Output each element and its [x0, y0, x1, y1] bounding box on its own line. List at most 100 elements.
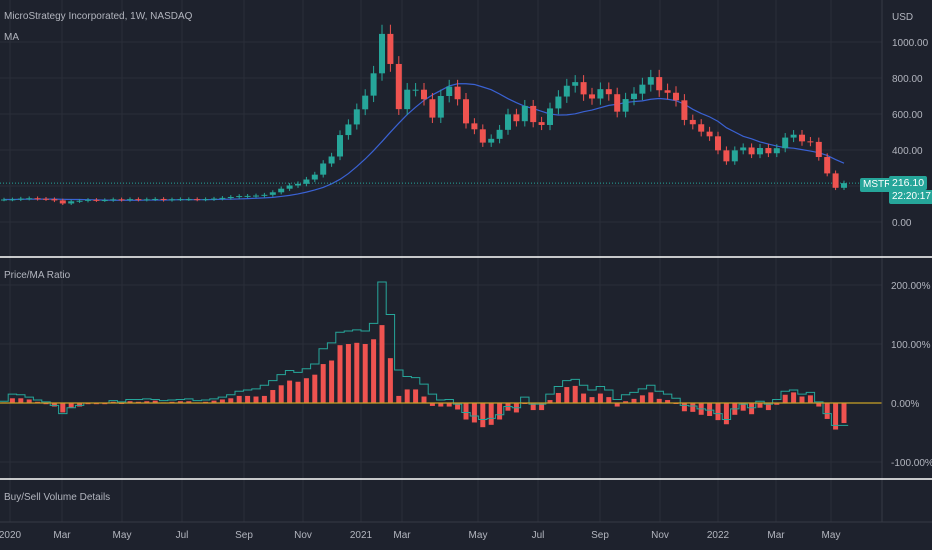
price-axis-label: 1000.00: [892, 38, 929, 49]
ratio-bar: [354, 342, 360, 403]
volume-legend[interactable]: Buy/Sell Volume Details: [4, 492, 111, 503]
ratio-bar: [480, 403, 486, 428]
ratio-bar: [387, 358, 393, 403]
candle-body: [202, 199, 209, 201]
candle-body: [715, 136, 721, 151]
candle-body: [320, 163, 327, 175]
ratio-bar: [77, 403, 83, 407]
candle-body: [505, 114, 511, 130]
candle-body: [118, 199, 125, 201]
ratio-bar: [219, 399, 225, 403]
ratio-bar: [396, 395, 402, 403]
time-axis-label: 2021: [350, 530, 373, 541]
ratio-bar: [824, 403, 830, 419]
candle-body: [194, 199, 201, 201]
pane-separators: [0, 256, 932, 480]
candle-body: [160, 198, 167, 200]
ratio-axis-label: -100.00%: [891, 458, 932, 469]
ratio-bar: [497, 403, 503, 420]
candle-body: [17, 198, 24, 200]
ratio-bar: [404, 389, 410, 403]
time-axis-label: Jul: [532, 530, 545, 541]
ratio-bar: [362, 344, 368, 403]
ratio-step-line: [0, 281, 849, 426]
candle-body: [454, 86, 461, 100]
candle-body: [76, 200, 83, 202]
time-axis-label: May: [822, 530, 841, 541]
time-axis-label: Nov: [651, 530, 669, 541]
ratio-axis-label: 100.00%: [891, 340, 931, 351]
candle-body: [748, 147, 755, 155]
candle-body: [1, 199, 7, 201]
candle-body: [773, 148, 780, 154]
ratio-legend[interactable]: Price/MA Ratio: [4, 270, 71, 281]
ratio-bar: [665, 400, 671, 403]
price-axis-label: USD: [892, 12, 913, 23]
time-axis-label: May: [113, 530, 132, 541]
candle-body: [110, 199, 117, 201]
candle-body: [589, 94, 595, 99]
candle-body: [807, 141, 814, 143]
candle-body: [177, 199, 184, 201]
candle-body: [227, 196, 234, 198]
candle-body: [395, 63, 402, 110]
ratio-bar: [329, 360, 335, 403]
ratio-bar: [791, 392, 797, 403]
candle-body: [152, 198, 159, 200]
candle-body: [547, 108, 553, 125]
ratio-bar: [782, 394, 788, 403]
candle-body: [303, 179, 310, 184]
ratio-bar: [429, 403, 435, 406]
candle-body: [337, 135, 343, 157]
ratio-bar: [245, 395, 251, 403]
ratio-bar: [345, 344, 351, 403]
ratio-bar: [236, 395, 242, 403]
candle-body: [278, 188, 285, 193]
ratio-bar: [690, 403, 696, 412]
time-axis-label: Jul: [176, 530, 189, 541]
ratio-bar: [581, 393, 587, 403]
ratio-bar: [287, 380, 293, 403]
ratio-bar: [186, 401, 192, 403]
candle-body: [698, 124, 705, 132]
candle-body: [572, 82, 579, 86]
candle-body: [244, 195, 251, 197]
ratio-bar: [455, 403, 461, 410]
candle-body: [429, 99, 436, 118]
candle-body: [530, 105, 537, 123]
symbol-price-tag: MSTR: [860, 178, 895, 192]
ratio-bar: [707, 403, 713, 416]
ratio-bar: [572, 385, 578, 403]
candle-body: [387, 33, 394, 64]
candle-body: [479, 129, 486, 143]
candle-body: [404, 89, 411, 110]
candle-body: [185, 199, 192, 201]
ratio-bar: [144, 401, 150, 403]
ratio-axis-label: 0.00%: [891, 399, 919, 410]
price-axis-label: 0.00: [892, 218, 912, 229]
candle-body: [93, 199, 100, 201]
candle-body: [496, 129, 503, 139]
ma-legend[interactable]: MA: [4, 32, 19, 43]
ratio-bar: [816, 403, 822, 407]
ratio-bar: [547, 400, 553, 403]
ratio-bar: [841, 403, 847, 424]
candle-body: [521, 105, 528, 122]
candle-body: [379, 33, 385, 74]
time-axis-label: Mar: [393, 530, 411, 541]
candle-body: [446, 86, 453, 96]
candle-body: [597, 89, 604, 99]
candle-body: [656, 77, 663, 91]
ratio-bar: [337, 345, 343, 403]
countdown-tag: 22:20:17: [889, 190, 932, 204]
candle-body: [345, 124, 352, 136]
time-axis-label: May: [469, 530, 488, 541]
candle-body: [706, 131, 713, 137]
candle-body: [689, 119, 696, 125]
candle-body: [555, 96, 562, 109]
ratio-bar: [606, 397, 612, 403]
ratio-bar: [228, 398, 234, 403]
ratio-bar: [774, 403, 780, 405]
